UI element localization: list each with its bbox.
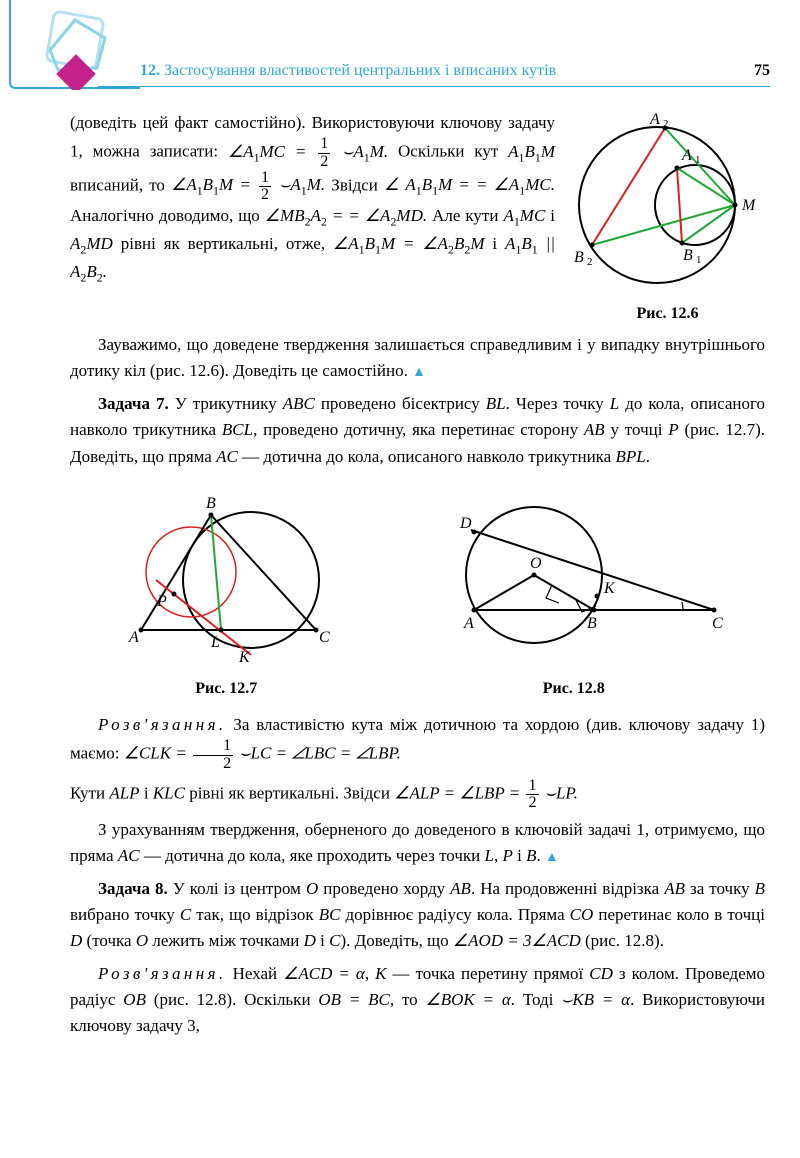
svg-text:B: B [587, 615, 597, 632]
figure-12-6-svg: A2 A1 M B1 B2 [570, 110, 765, 290]
svg-text:A: A [681, 147, 692, 164]
figure-12-6-caption: Рис. 12.6 [570, 302, 765, 327]
figure-12-7: A B C P L K Рис. 12.7 [111, 490, 341, 702]
svg-text:C: C [319, 629, 330, 646]
solution-8: Розв'язання. Нехай ∠ACD = α, K — точка п… [70, 961, 765, 1040]
task-8: Задача 8. У колі із центром O проведено … [70, 876, 765, 955]
end-marker-icon: ▲ [412, 365, 426, 380]
page-number: 75 [754, 62, 770, 80]
page: 12. Застосування властивостей центральни… [0, 0, 800, 1076]
svg-text:M: M [741, 197, 757, 214]
paragraph-2: Зауважимо, що доведене твердження залиша… [70, 332, 765, 385]
svg-text:2: 2 [587, 256, 593, 268]
figures-row: A B C P L K Рис. 12.7 [70, 490, 765, 702]
svg-text:B: B [574, 249, 584, 266]
figure-12-8-svg: D O K A B C [424, 490, 724, 665]
svg-text:K: K [238, 649, 251, 665]
solution-7-p3: З урахуванням твердження, оберненого до … [70, 817, 765, 870]
figure-12-7-caption: Рис. 12.7 [111, 677, 341, 702]
svg-text:A: A [128, 629, 139, 646]
svg-text:C: C [712, 615, 723, 632]
end-marker-icon: ▲ [545, 850, 559, 865]
figure-12-8: D O K A B C Рис. 12.8 [424, 490, 724, 702]
svg-text:1: 1 [696, 254, 702, 266]
section-title: 12. Застосування властивостей центральни… [140, 62, 556, 80]
svg-text:L: L [210, 634, 220, 651]
svg-text:O: O [530, 555, 542, 572]
page-content: A2 A1 M B1 B2 Рис. 12.6 (доведіть цей фа… [0, 90, 800, 1076]
svg-text:P: P [156, 593, 167, 610]
svg-text:B: B [206, 495, 216, 512]
page-header: 12. Застосування властивостей центральни… [0, 0, 800, 90]
svg-text:K: K [603, 580, 616, 597]
figure-12-8-caption: Рис. 12.8 [424, 677, 724, 702]
header-logo-icon [0, 0, 160, 90]
svg-text:B: B [683, 247, 693, 264]
svg-text:2: 2 [663, 118, 669, 130]
figure-12-7-svg: A B C P L K [111, 490, 341, 665]
figure-12-6: A2 A1 M B1 B2 Рис. 12.6 [570, 110, 765, 327]
task-7: Задача 7. У трикутнику ABC проведено біс… [70, 391, 765, 470]
svg-text:A: A [463, 615, 474, 632]
solution-7-p2: Кути ALP і KLC рівні як вертикальні. Зві… [70, 778, 765, 811]
solution-7-p1: Розв'язання. За властивістю кута між дот… [70, 712, 765, 772]
svg-text:1: 1 [695, 154, 701, 166]
svg-text:A: A [649, 111, 660, 128]
svg-text:D: D [459, 515, 472, 532]
section-proof-1: A2 A1 M B1 B2 Рис. 12.6 (доведіть цей фа… [70, 110, 765, 332]
